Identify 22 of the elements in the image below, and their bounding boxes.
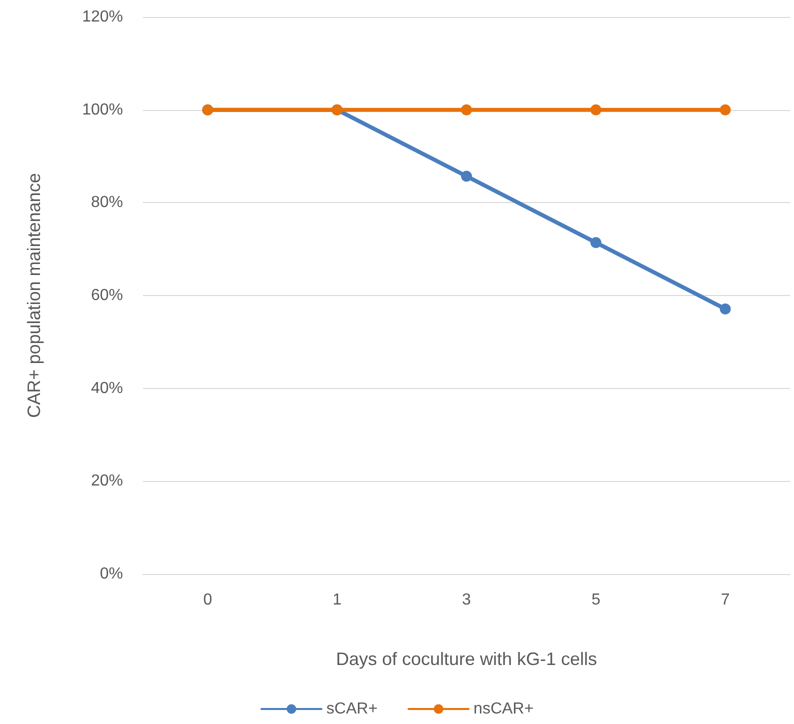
y-tick-label: 80%	[90, 194, 123, 212]
point	[461, 104, 472, 116]
y-axis-title: CAR+ population maintenance	[24, 173, 44, 418]
x-tick-label: 7	[720, 592, 730, 608]
x-tick-label: 5	[591, 592, 600, 608]
point	[720, 303, 731, 314]
point	[590, 104, 602, 116]
legend-label: nsCAR+	[474, 700, 534, 718]
point	[590, 237, 602, 248]
x-tick-label: 0	[203, 592, 212, 608]
point	[461, 170, 472, 182]
y-tick-label: 60%	[90, 287, 123, 304]
y-tick-label: 100%	[82, 101, 123, 118]
x-axis-title: Days of coculture with kG-1 cells	[336, 649, 598, 669]
y-tick-label: 120%	[82, 8, 123, 26]
point	[720, 104, 731, 116]
x-tick-label: 1	[332, 592, 342, 608]
legend-label: sCAR+	[326, 700, 378, 718]
y-tick-label: 20%	[90, 472, 123, 490]
x-tick-label: 3	[462, 592, 472, 608]
y-tick-label: 0%	[100, 566, 123, 582]
y-tick-label: 40%	[90, 380, 123, 397]
